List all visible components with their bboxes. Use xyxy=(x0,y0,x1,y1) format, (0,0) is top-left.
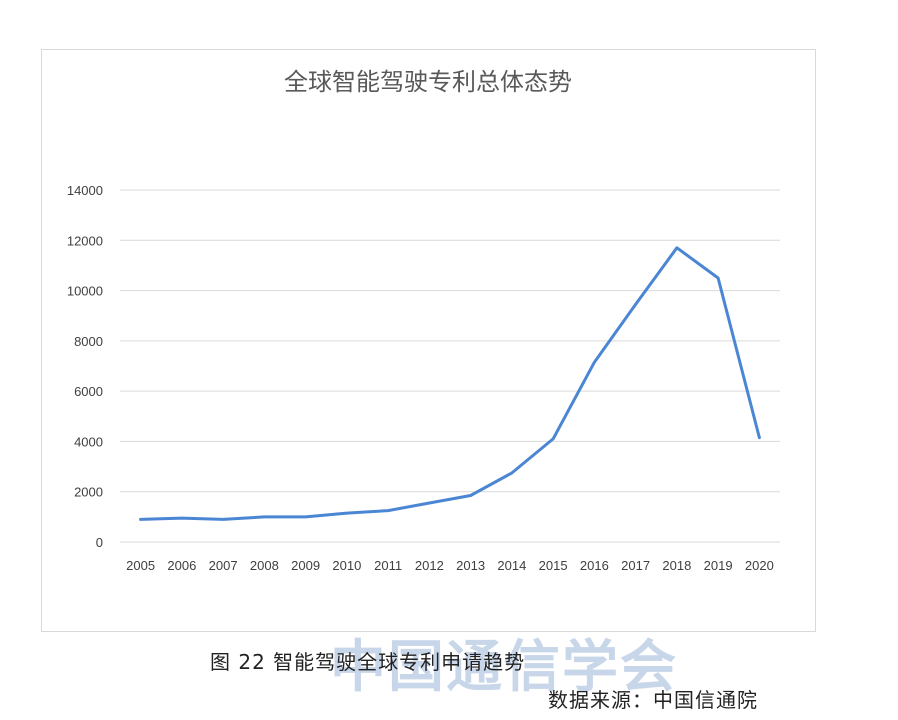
data-point xyxy=(675,246,679,250)
y-tick-label: 10000 xyxy=(67,284,103,299)
x-tick-label: 2013 xyxy=(456,558,485,573)
data-point xyxy=(758,436,761,439)
data-point xyxy=(593,361,596,364)
y-tick-label: 2000 xyxy=(74,485,103,500)
x-tick-label: 2009 xyxy=(291,558,320,573)
data-point xyxy=(139,518,142,521)
x-tick-label: 2012 xyxy=(415,558,444,573)
series-layer xyxy=(139,246,761,521)
y-tick-label: 8000 xyxy=(74,334,103,349)
y-tick-label: 6000 xyxy=(74,384,103,399)
data-point xyxy=(386,509,390,512)
x-tick-label: 2017 xyxy=(621,558,650,573)
x-tick-label: 2015 xyxy=(539,558,568,573)
data-point xyxy=(345,511,349,515)
y-tick-label: 0 xyxy=(96,535,103,550)
grid-layer xyxy=(120,189,780,543)
y-tick-label: 14000 xyxy=(67,183,103,198)
figure-caption: 图 22 智能驾驶全球专利申请趋势 xyxy=(210,650,526,674)
x-axis-ticks: 2005 2006 2007 2008 2009 2010 2011 2012 2013 2014… xyxy=(126,558,774,573)
data-point xyxy=(716,276,720,280)
data-point xyxy=(510,471,514,475)
data-point xyxy=(428,501,431,505)
watermark-logo: 中国通信学会 xyxy=(330,635,678,700)
x-tick-label: 2006 xyxy=(167,558,196,573)
y-tick-label: 4000 xyxy=(74,434,103,449)
x-tick-label: 2008 xyxy=(250,558,279,573)
data-point xyxy=(304,515,307,519)
data-point xyxy=(469,494,472,497)
x-tick-label: 2020 xyxy=(745,558,774,573)
x-tick-label: 2014 xyxy=(497,558,526,573)
x-tick-label: 2011 xyxy=(374,558,402,573)
series-line xyxy=(139,246,761,521)
data-point xyxy=(221,518,225,521)
x-tick-label: 2005 xyxy=(126,558,155,573)
data-source: 数据来源：中国信通院 xyxy=(548,688,758,712)
x-tick-label: 2019 xyxy=(704,558,733,573)
data-point xyxy=(634,303,637,306)
x-tick-label: 2007 xyxy=(209,558,238,573)
data-point xyxy=(263,515,266,519)
x-tick-label: 2016 xyxy=(580,558,609,573)
data-point xyxy=(180,516,184,520)
y-tick-label: 12000 xyxy=(67,233,103,248)
y-axis-ticks: 0 2000 4000 6000 8000 10000 12000 14000 xyxy=(67,183,103,550)
data-point xyxy=(551,437,555,441)
chart-title: 全球智能驾驶专利总体态势 xyxy=(284,68,572,96)
x-tick-label: 2018 xyxy=(662,558,691,573)
x-tick-label: 2010 xyxy=(332,558,361,573)
